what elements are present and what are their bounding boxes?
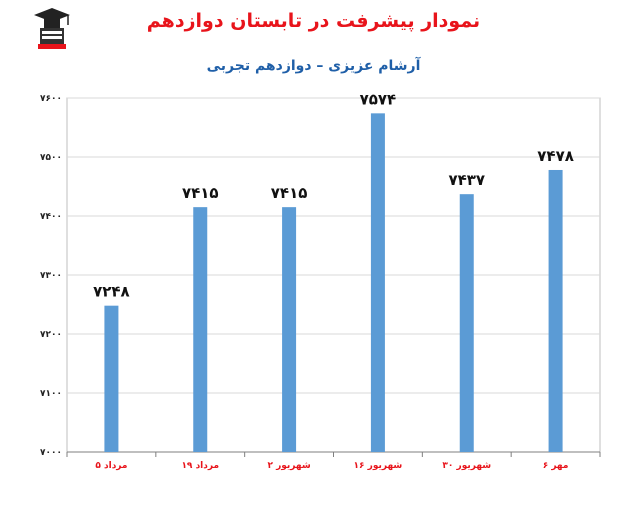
data-label: ۷۴۱۵ [182, 184, 219, 202]
x-tick-label: ۲ شهریور [267, 461, 310, 471]
chart-title: نمودار پیشرفت در تابستان دوازدهم [146, 10, 481, 32]
x-tick-label: ۶ مهر [543, 461, 569, 471]
chart-subtitle: آرشام عزیزی – دوازدهم تجربی [206, 58, 421, 74]
graduate-logo-icon [32, 6, 72, 50]
bar [548, 169, 563, 453]
bar [104, 305, 119, 452]
bar [193, 207, 208, 452]
x-tick-label: ۳۰ شهریور [442, 461, 491, 471]
y-tick-label: ۷۰۰۰ [40, 448, 62, 458]
bar [459, 194, 474, 453]
data-label: ۷۴۱۵ [271, 184, 308, 202]
x-tick-label: ۱۶ شهریور [354, 461, 403, 471]
bar [282, 207, 297, 452]
y-tick-label: ۷۴۰۰ [40, 212, 62, 222]
bar [370, 113, 385, 452]
y-tick-label: ۷۲۰۰ [40, 330, 62, 340]
y-tick-label: ۷۳۰۰ [40, 271, 62, 281]
y-tick-label: ۷۵۰۰ [40, 153, 62, 163]
x-tick-label: ۵ مرداد [95, 461, 127, 471]
data-label: ۷۲۴۸ [93, 283, 130, 301]
data-label: ۷۵۷۴ [360, 90, 397, 108]
y-tick-label: ۷۱۰۰ [40, 389, 62, 399]
x-tick-label: ۱۹ مرداد [181, 461, 219, 471]
data-label: ۷۴۳۷ [448, 171, 485, 189]
y-tick-label: ۷۶۰۰ [40, 94, 62, 104]
data-label: ۷۴۷۸ [537, 147, 574, 165]
